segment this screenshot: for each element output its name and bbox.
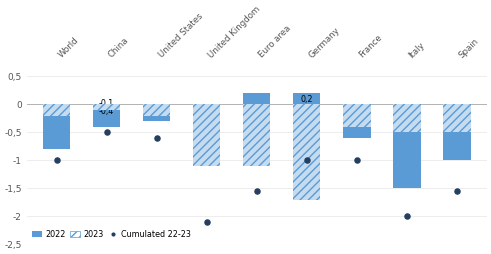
Bar [243, 104, 271, 166]
Bar [393, 104, 420, 188]
Text: -0,5: -0,5 [399, 121, 414, 130]
Bar [93, 104, 120, 110]
Text: -0,6: -0,6 [349, 107, 364, 116]
Bar [293, 104, 321, 200]
Point [453, 189, 461, 193]
Bar [393, 104, 420, 132]
Bar [193, 104, 220, 166]
Bar [343, 104, 371, 138]
Bar [393, 104, 420, 132]
Legend: 2022, 2023, Cumulated 22-23: 2022, 2023, Cumulated 22-23 [30, 228, 192, 240]
Bar [93, 104, 120, 110]
Bar [343, 104, 371, 127]
Bar [93, 104, 120, 127]
Text: -1,7: -1,7 [299, 187, 314, 196]
Point [103, 130, 110, 134]
Bar [443, 104, 470, 160]
Bar [143, 104, 170, 121]
Text: -1,1: -1,1 [199, 154, 214, 163]
Point [403, 214, 410, 218]
Text: -1: -1 [203, 107, 211, 116]
Bar [143, 104, 170, 116]
Bar [293, 104, 321, 200]
Point [303, 158, 311, 162]
Bar [243, 104, 271, 166]
Text: -1,1: -1,1 [249, 154, 264, 163]
Point [203, 220, 211, 224]
Text: -0,2: -0,2 [149, 104, 164, 113]
Bar [43, 104, 70, 149]
Text: -0,1: -0,1 [99, 99, 114, 108]
Bar [293, 93, 321, 104]
Text: -0,5: -0,5 [449, 121, 464, 130]
Bar [343, 104, 371, 127]
Point [153, 136, 161, 140]
Text: -1: -1 [453, 107, 461, 116]
Bar [43, 104, 70, 116]
Text: -1,5: -1,5 [399, 107, 414, 116]
Bar [443, 104, 470, 132]
Point [53, 158, 60, 162]
Bar [443, 104, 470, 132]
Bar [193, 104, 220, 160]
Bar [143, 104, 170, 116]
Text: -0,4: -0,4 [349, 116, 364, 124]
Point [353, 158, 361, 162]
Bar [243, 93, 271, 104]
Text: -0,8: -0,8 [49, 107, 64, 116]
Point [253, 189, 261, 193]
Text: -0,4: -0,4 [99, 107, 114, 116]
Text: -0,3: -0,3 [149, 107, 164, 116]
Bar [193, 104, 220, 166]
Text: 0,2: 0,2 [300, 96, 313, 104]
Bar [43, 104, 70, 116]
Text: -0,2: -0,2 [49, 104, 64, 113]
